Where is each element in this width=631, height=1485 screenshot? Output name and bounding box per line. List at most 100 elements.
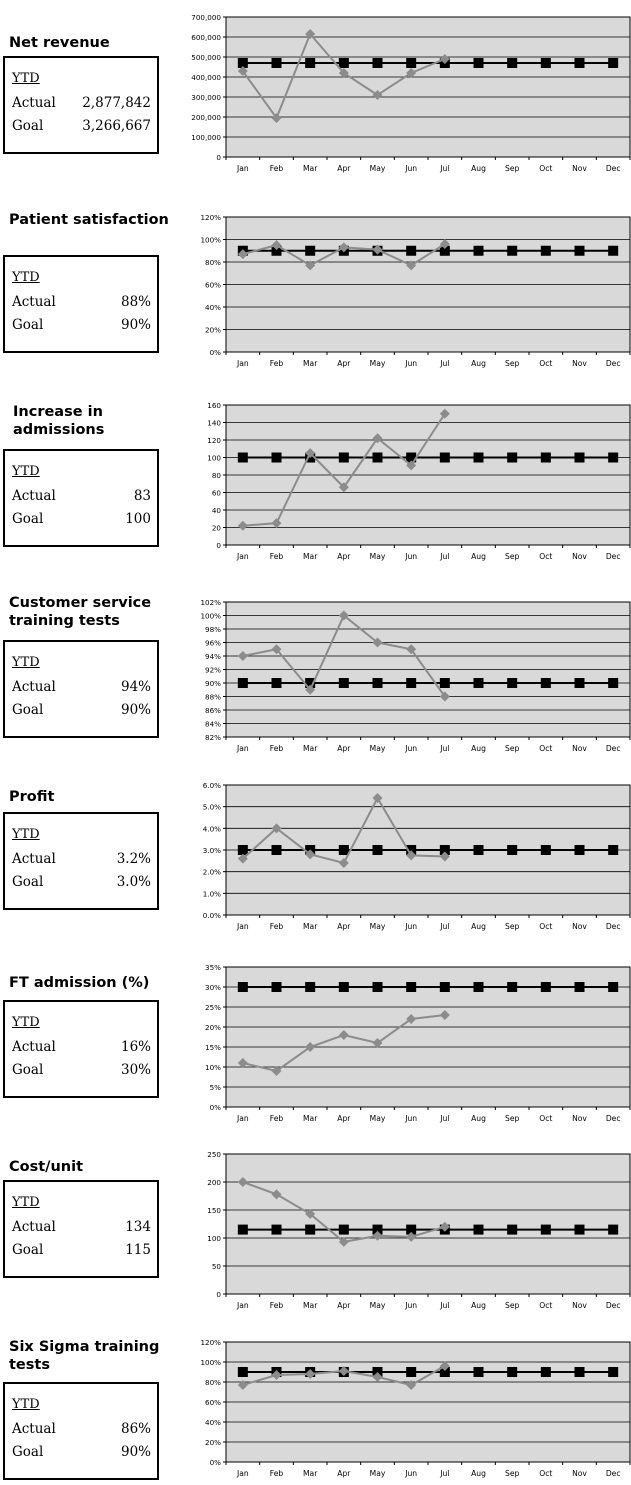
goal-point bbox=[237, 982, 248, 992]
ytd-box: YTD Actual 94% Goal 90% bbox=[3, 640, 159, 738]
goal-row: Goal 115 bbox=[12, 1242, 151, 1258]
goal-label: Goal bbox=[12, 511, 44, 527]
actual-label: Actual bbox=[12, 488, 56, 504]
actual-label: Actual bbox=[12, 1219, 56, 1235]
x-tick-label: Feb bbox=[270, 1301, 284, 1310]
actual-value: 134 bbox=[125, 1219, 151, 1235]
actual-point bbox=[406, 644, 417, 655]
goal-point bbox=[574, 58, 585, 68]
goal-point bbox=[608, 678, 619, 688]
actual-point bbox=[237, 1058, 248, 1068]
actual-point bbox=[338, 610, 349, 621]
goal-point bbox=[439, 678, 450, 688]
x-tick-label: Nov bbox=[572, 1301, 587, 1310]
x-tick-label: Jan bbox=[236, 1469, 249, 1478]
goal-point bbox=[372, 982, 383, 992]
goal-point bbox=[574, 1224, 585, 1235]
goal-point bbox=[507, 1224, 518, 1235]
kpi-row-profit: Profit YTD Actual 3.2% Goal 3.0% 0.0% 1.0% 2… bbox=[0, 768, 631, 943]
x-tick-label: Nov bbox=[572, 744, 587, 753]
actual-point bbox=[271, 823, 282, 834]
x-tick-label: Oct bbox=[539, 1301, 552, 1310]
x-tick-label: Feb bbox=[270, 1114, 284, 1123]
goal-value: 30% bbox=[120, 1062, 151, 1078]
x-tick-label: Nov bbox=[572, 922, 587, 931]
goal-point bbox=[372, 452, 383, 463]
x-tick-label: Mar bbox=[303, 1301, 318, 1310]
x-tick-label: Jul bbox=[439, 744, 449, 753]
kpi-title: Increase in admissions bbox=[13, 404, 105, 438]
x-tick-label: Apr bbox=[337, 552, 351, 561]
x-tick-label: Aug bbox=[471, 359, 486, 368]
goal-point bbox=[574, 845, 585, 855]
y-tick-label: 1.0% bbox=[203, 889, 221, 898]
goal-row: Goal 90% bbox=[12, 317, 151, 333]
kpi-row-customer-service: Customer service training tests YTD Actu… bbox=[0, 580, 631, 755]
ytd-box: YTD Actual 3.2% Goal 3.0% bbox=[3, 812, 159, 910]
goal-point bbox=[372, 678, 383, 688]
x-tick-label: Feb bbox=[270, 359, 284, 368]
y-tick-label: 0 bbox=[216, 153, 221, 162]
goal-point bbox=[540, 1367, 551, 1377]
goal-point bbox=[439, 452, 450, 463]
y-tick-label: 400,000 bbox=[191, 73, 221, 82]
ytd-label: YTD bbox=[12, 464, 40, 479]
actual-value: 2,877,842 bbox=[82, 95, 151, 111]
goal-point bbox=[271, 1224, 282, 1235]
actual-point bbox=[406, 850, 417, 861]
actual-point bbox=[237, 1177, 248, 1187]
x-tick-label: May bbox=[370, 1469, 386, 1478]
goal-point bbox=[372, 58, 383, 68]
y-tick-label: 40% bbox=[205, 1418, 221, 1427]
actual-point bbox=[372, 433, 383, 444]
ytd-label: YTD bbox=[12, 270, 40, 285]
x-tick-label: Nov bbox=[572, 359, 587, 368]
y-tick-label: 80 bbox=[212, 471, 222, 480]
x-tick-label: May bbox=[370, 1301, 386, 1310]
actual-point bbox=[338, 242, 349, 253]
plot-area bbox=[225, 966, 631, 1108]
y-tick-label: 120 bbox=[207, 436, 221, 445]
goal-point bbox=[372, 1224, 383, 1235]
x-tick-label: Sep bbox=[505, 1114, 519, 1123]
actual-value: 16% bbox=[120, 1039, 151, 1055]
goal-point bbox=[608, 245, 619, 256]
x-tick-label: Mar bbox=[303, 359, 318, 368]
actual-value: 88% bbox=[120, 294, 151, 310]
goal-label: Goal bbox=[12, 702, 44, 718]
actual-row: Actual 83 bbox=[12, 488, 151, 504]
goal-point bbox=[271, 982, 282, 992]
actual-point bbox=[237, 1380, 248, 1390]
kpi-title: Patient satisfaction bbox=[9, 212, 169, 228]
x-tick-label: Mar bbox=[303, 922, 318, 931]
y-tick-label: 90% bbox=[205, 679, 221, 688]
cost-unit-chart: 0 50 100 150 200 250 Jan Feb Mar Apr May Jun Jul Aug S… bbox=[207, 1150, 631, 1310]
goal-point bbox=[574, 452, 585, 463]
actual-point bbox=[271, 1066, 282, 1076]
goal-label: Goal bbox=[12, 1242, 44, 1258]
actual-point bbox=[237, 249, 248, 260]
x-tick-label: Dec bbox=[606, 1301, 621, 1310]
kpi-title: Net revenue bbox=[9, 35, 110, 51]
goal-point bbox=[237, 1224, 248, 1235]
actual-label: Actual bbox=[12, 294, 56, 310]
kpi-row-patient-satisfaction: Patient satisfaction YTD Actual 88% Goal 9… bbox=[0, 195, 631, 375]
kpi-title: Profit bbox=[9, 789, 55, 805]
actual-point bbox=[338, 482, 349, 493]
x-tick-label: Jan bbox=[236, 164, 249, 173]
kpi-title: Six Sigma training tests bbox=[9, 1339, 160, 1373]
x-tick-label: Dec bbox=[606, 359, 621, 368]
actual-point bbox=[439, 691, 450, 702]
goal-point bbox=[439, 845, 450, 855]
actual-point bbox=[237, 520, 248, 531]
ft-admission-chart: 0% 5% 10% 15% 20% 25% 30% 35% Jan Feb Mar Apr May Jun… bbox=[205, 963, 631, 1123]
goal-row: Goal 3.0% bbox=[12, 874, 151, 890]
y-tick-label: 20 bbox=[212, 524, 222, 533]
ytd-label: YTD bbox=[12, 1397, 40, 1412]
goal-point bbox=[540, 845, 551, 855]
kpi-row-net-revenue: Net revenue YTD Actual 2,877,842 Goal 3,26… bbox=[0, 0, 631, 185]
goal-point bbox=[507, 58, 518, 68]
y-tick-label: 200,000 bbox=[191, 113, 221, 122]
x-tick-label: May bbox=[370, 1114, 386, 1123]
x-tick-label: Jul bbox=[439, 1469, 449, 1478]
